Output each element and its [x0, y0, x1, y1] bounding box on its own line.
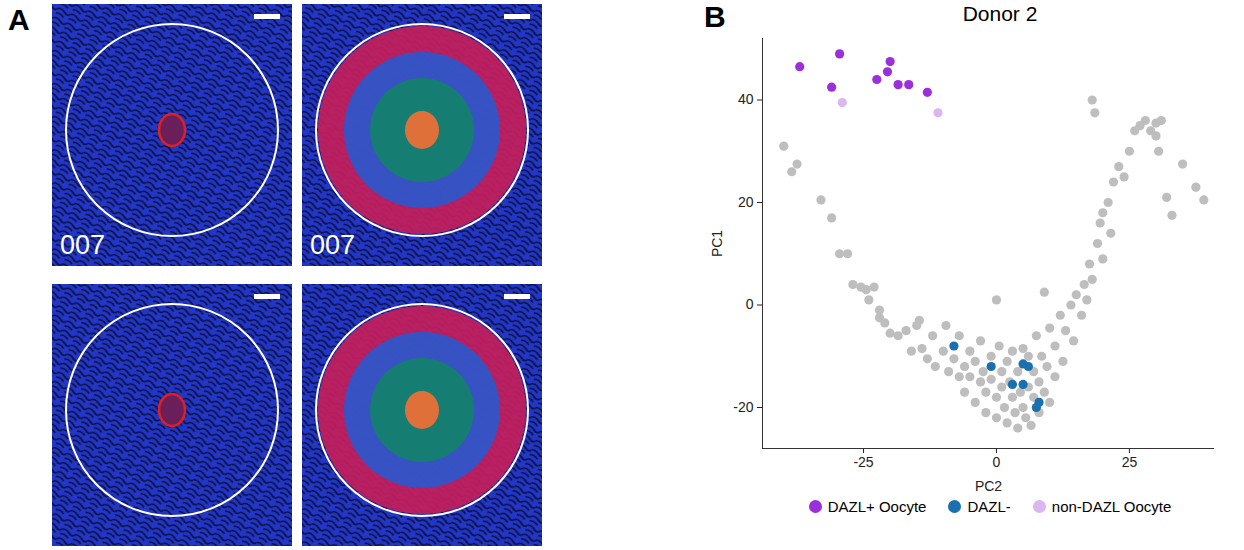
- svg-text:40: 40: [738, 91, 754, 107]
- svg-text:0: 0: [993, 454, 1001, 470]
- svg-text:0: 0: [746, 296, 754, 312]
- svg-text:007: 007: [60, 230, 105, 260]
- html-text:B: B: [704, 0, 726, 33]
- svg-text:25: 25: [1122, 454, 1138, 470]
- svg-text:20: 20: [738, 194, 754, 210]
- svg-text:PC2: PC2: [975, 478, 1002, 494]
- svg-text:-25: -25: [853, 454, 873, 470]
- svg-text:-20: -20: [733, 399, 753, 415]
- html-text:Donor 2: Donor 2: [962, 2, 1038, 25]
- svg-text:A: A: [8, 3, 30, 36]
- html-text:DAZL-: DAZL-: [967, 498, 1011, 515]
- svg-text:007: 007: [310, 230, 355, 260]
- svg-text:PC1: PC1: [709, 230, 725, 257]
- html-text:non-DAZL Oocyte: non-DAZL Oocyte: [1051, 498, 1172, 515]
- html-text:DAZL+ Oocyte: DAZL+ Oocyte: [827, 498, 927, 515]
